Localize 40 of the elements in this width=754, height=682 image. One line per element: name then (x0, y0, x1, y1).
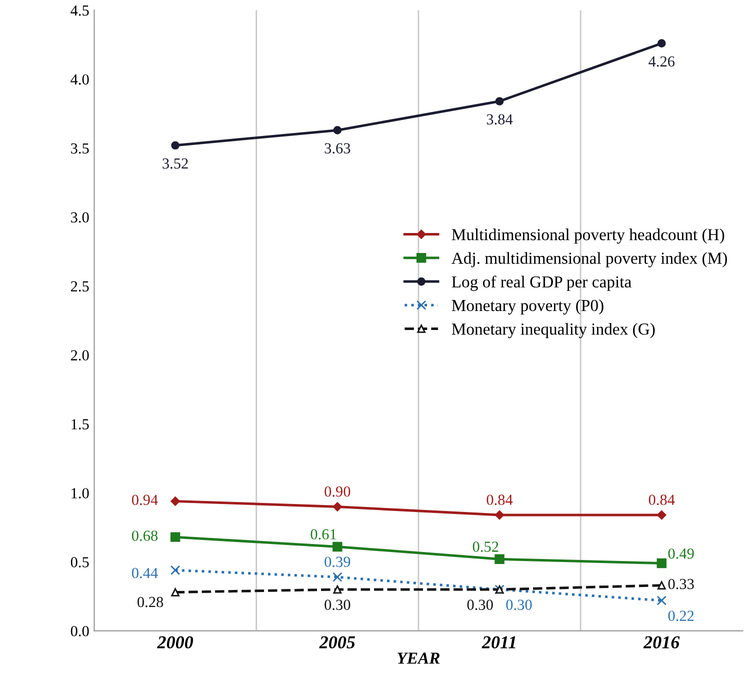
y-tick-label: 2.0 (70, 350, 89, 361)
x-tick-label: 2016 (643, 636, 680, 648)
data-label: 0.28 (138, 596, 164, 608)
y-tick-label: 4.5 (70, 5, 89, 16)
y-tick-label: 3.0 (71, 212, 89, 223)
data-label: 0.49 (668, 548, 694, 559)
x-tick-label: 2011 (482, 636, 516, 648)
data-label: 0.30 (467, 600, 493, 610)
data-label: 3.63 (324, 143, 350, 154)
legend-label: Monetary poverty (P0) (452, 299, 604, 315)
data-label: 3.84 (486, 114, 513, 125)
y-tick-label: 1.5 (72, 419, 89, 430)
y-tick-label: 4.0 (70, 74, 89, 85)
y-tick-label: 2.5 (70, 281, 89, 292)
x-axis-title: YEAR (398, 652, 440, 664)
legend-label: Monetary inequality index (G) (452, 323, 655, 338)
data-label: 3.52 (162, 158, 188, 169)
data-label: 0.94 (132, 494, 158, 506)
data-label: 0.30 (324, 600, 350, 610)
data-label: 0.84 (648, 494, 675, 506)
data-label: 0.44 (132, 568, 158, 578)
data-label: 0.90 (324, 486, 350, 497)
y-tick-label: 1.0 (72, 488, 89, 498)
data-label: 0.33 (668, 578, 694, 590)
x-tick-label: 2000 (157, 636, 194, 648)
legend-label: Log of real GDP per capita (452, 276, 632, 291)
legend-label: Multidimensional poverty headcount (H) (452, 228, 724, 244)
data-label: 0.39 (324, 556, 350, 568)
data-label: 0.84 (486, 494, 513, 506)
x-tick-label: 2005 (319, 636, 355, 648)
data-label: 0.30 (506, 600, 532, 610)
data-label: 0.68 (132, 530, 158, 541)
data-label: 0.52 (472, 542, 498, 552)
data-label: 4.26 (648, 56, 675, 67)
y-tick-label: 3.5 (71, 143, 89, 154)
y-tick-label: 0.5 (70, 557, 89, 568)
legend-label: Adj. multidimensional poverty index (M) (452, 252, 727, 268)
data-label: 0.22 (668, 610, 694, 622)
data-label: 0.61 (310, 529, 336, 540)
y-tick-label: 0.0 (70, 626, 89, 636)
